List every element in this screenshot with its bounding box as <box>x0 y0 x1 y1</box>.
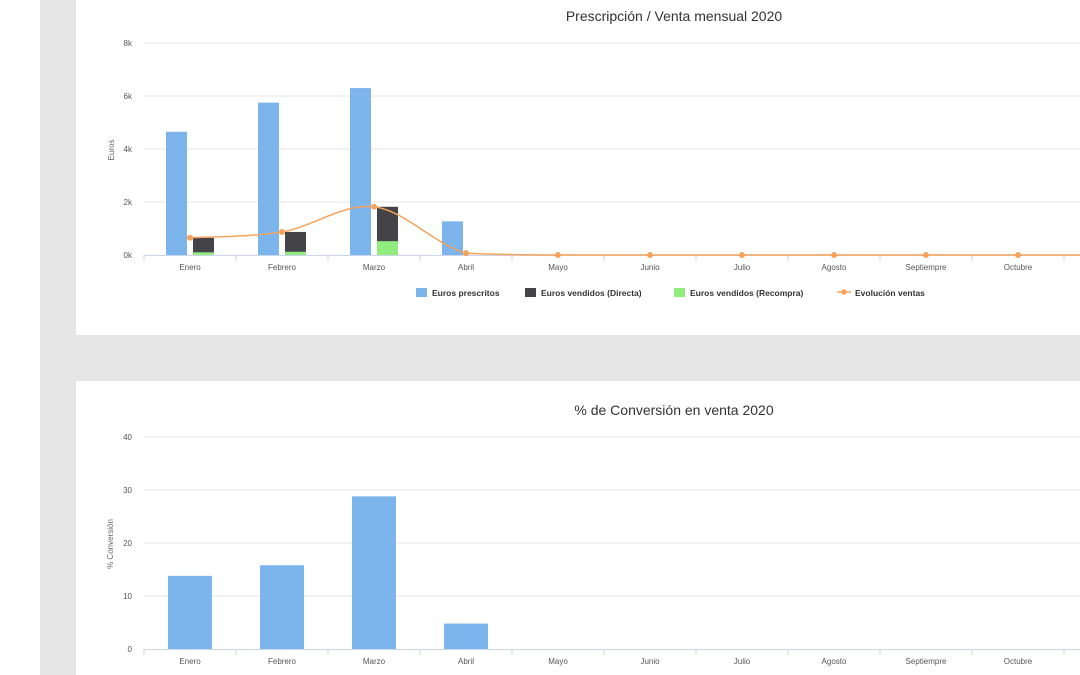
x-tick-label: Agosto <box>822 657 847 666</box>
point-evolucion-ventas[interactable] <box>831 252 837 258</box>
bar-conversion[interactable] <box>444 623 488 649</box>
y-tick-label: 8k <box>124 39 133 48</box>
bar-conversion[interactable] <box>260 565 304 649</box>
y-tick-label: 40 <box>123 433 132 442</box>
x-tick-label: Mayo <box>548 263 568 272</box>
point-evolucion-ventas[interactable] <box>647 252 653 258</box>
bar-euros-prescritos[interactable] <box>166 131 187 255</box>
point-evolucion-ventas[interactable] <box>371 203 377 210</box>
sales-chart: Prescripción / Venta mensual 2020 Euros … <box>107 8 1080 298</box>
bar-euros-directa[interactable] <box>377 206 398 242</box>
y-tick-label: 4k <box>124 145 133 154</box>
y-tick-label: 0k <box>124 251 133 260</box>
point-evolucion-ventas[interactable] <box>555 252 561 258</box>
bar-euros-directa[interactable] <box>193 237 214 253</box>
point-evolucion-ventas[interactable] <box>739 252 745 258</box>
x-tick-label: Abril <box>458 657 474 666</box>
legend-swatch <box>416 288 427 297</box>
y-tick-label: 6k <box>124 92 133 101</box>
bar-euros-prescritos[interactable] <box>350 88 371 255</box>
legend-item[interactable]: Euros prescritos <box>416 288 500 298</box>
y-axis-title: Euros <box>107 140 116 161</box>
x-tick-label: Enero <box>179 657 201 666</box>
x-tick-label: Febrero <box>268 263 297 272</box>
x-tick-label: Octubre <box>1004 263 1033 272</box>
conversion-chart: % de Conversión en venta 2020 % Conversi… <box>106 402 1080 666</box>
legend-label: Euros prescritos <box>432 288 500 298</box>
x-tick-label: Enero <box>179 263 201 272</box>
legend-item[interactable]: Euros vendidos (Recompra) <box>674 288 804 298</box>
x-tick-label: Marzo <box>363 657 386 666</box>
x-tick-label: Marzo <box>363 263 386 272</box>
bar-euros-directa[interactable] <box>285 231 306 252</box>
y-tick-label: 20 <box>123 539 132 548</box>
point-evolucion-ventas[interactable] <box>279 228 285 235</box>
legend-label: Euros vendidos (Recompra) <box>690 288 804 298</box>
chart-title: % de Conversión en venta 2020 <box>574 402 773 418</box>
y-tick-label: 0 <box>128 645 133 654</box>
point-evolucion-ventas[interactable] <box>463 250 469 257</box>
legend-label: Evolución ventas <box>855 288 925 298</box>
line-evolucion-ventas <box>189 205 1080 256</box>
chart-title: Prescripción / Venta mensual 2020 <box>566 8 783 24</box>
y-tick-label: 30 <box>123 486 132 495</box>
x-tick-label: Octubre <box>1004 657 1033 666</box>
legend-item[interactable]: Evolución ventas <box>837 288 925 298</box>
y-axis-title: % Conversión <box>106 519 115 569</box>
y-tick-label: 2k <box>124 198 133 207</box>
legend-marker <box>841 289 847 295</box>
conversion-chart-panel: % de Conversión en venta 2020 % Conversi… <box>76 381 1080 675</box>
y-tick-label: 10 <box>123 592 132 601</box>
x-tick-label: Julio <box>734 657 751 666</box>
x-tick-label: Agosto <box>822 263 847 272</box>
bar-conversion[interactable] <box>352 496 396 649</box>
bar-euros-prescritos[interactable] <box>442 221 463 255</box>
x-tick-label: Septiempre <box>906 657 947 666</box>
legend-item[interactable]: Euros vendidos (Directa) <box>525 288 642 298</box>
bar-euros-recompra[interactable] <box>193 252 214 255</box>
bar-euros-prescritos[interactable] <box>258 102 279 255</box>
x-tick-label: Mayo <box>548 657 568 666</box>
legend-label: Euros vendidos (Directa) <box>541 288 642 298</box>
x-tick-label: Junio <box>640 657 660 666</box>
x-tick-label: Abril <box>458 263 474 272</box>
x-tick-label: Febrero <box>268 657 297 666</box>
legend-swatch <box>674 288 685 297</box>
point-evolucion-ventas[interactable] <box>187 234 193 241</box>
legend-swatch <box>525 288 536 297</box>
point-evolucion-ventas[interactable] <box>1015 252 1021 258</box>
bar-euros-recompra[interactable] <box>377 241 398 255</box>
sales-chart-panel: Prescripción / Venta mensual 2020 Euros … <box>76 0 1080 335</box>
x-tick-label: Septiempre <box>906 263 947 272</box>
point-evolucion-ventas[interactable] <box>923 252 929 258</box>
x-tick-label: Julio <box>734 263 751 272</box>
bar-euros-recompra[interactable] <box>285 251 306 255</box>
x-tick-label: Junio <box>640 263 660 272</box>
bar-conversion[interactable] <box>168 575 212 649</box>
panel-separator <box>40 335 1080 381</box>
